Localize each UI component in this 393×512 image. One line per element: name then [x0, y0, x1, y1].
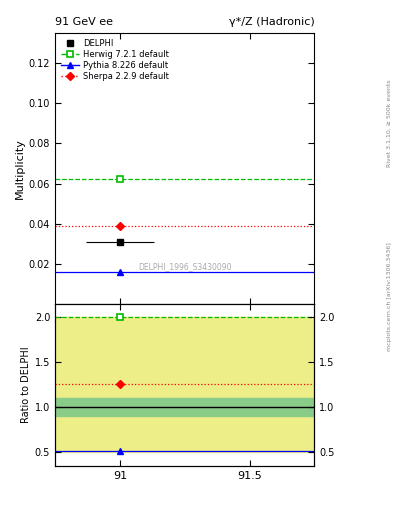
Text: mcplots.cern.ch [arXiv:1306.3436]: mcplots.cern.ch [arXiv:1306.3436]: [387, 243, 391, 351]
Text: 91 GeV ee: 91 GeV ee: [55, 16, 113, 27]
Bar: [55, 398, 314, 416]
Text: DELPHI_1996_S3430090: DELPHI_1996_S3430090: [138, 262, 231, 271]
Text: Rivet 3.1.10, ≥ 500k events: Rivet 3.1.10, ≥ 500k events: [387, 79, 391, 167]
Bar: [55, 317, 314, 453]
Y-axis label: Multiplicity: Multiplicity: [15, 138, 24, 199]
Text: γ*/Z (Hadronic): γ*/Z (Hadronic): [229, 16, 314, 27]
Legend: DELPHI, Herwig 7.2.1 default, Pythia 8.226 default, Sherpa 2.2.9 default: DELPHI, Herwig 7.2.1 default, Pythia 8.2…: [59, 37, 171, 83]
Y-axis label: Ratio to DELPHI: Ratio to DELPHI: [20, 347, 31, 423]
